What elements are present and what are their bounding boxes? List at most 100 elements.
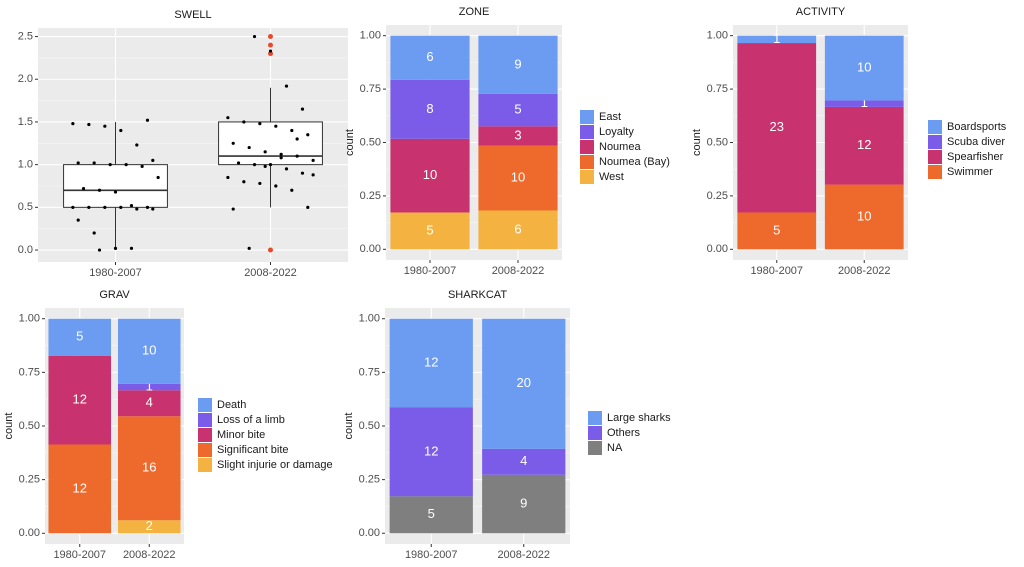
value-label: 8: [426, 101, 433, 116]
point: [87, 205, 91, 209]
bar-segment: [390, 35, 470, 80]
bar-segment: [478, 210, 558, 250]
panel-title: ACTIVITY: [796, 6, 846, 18]
legend-label: Slight injurie or damage: [217, 459, 333, 471]
value-label: 9: [520, 495, 527, 510]
point: [242, 120, 246, 124]
bar-segment: [478, 145, 558, 211]
value-label: 10: [857, 208, 871, 223]
x-tick-label: 1980-2007: [750, 265, 803, 277]
legend-swatch: [198, 458, 212, 472]
y-tick-label: 0.75: [360, 83, 381, 95]
value-label: 1: [773, 31, 780, 46]
x-tick-label: 2008-2022: [497, 549, 550, 561]
bar-segment: [824, 184, 904, 250]
y-tick-label: 0.50: [19, 420, 40, 432]
point: [258, 181, 262, 186]
value-label: 20: [517, 375, 531, 390]
value-label: 23: [770, 119, 784, 134]
y-tick-label: 0.75: [359, 366, 380, 378]
point: [226, 116, 230, 120]
bar-segment: [117, 390, 181, 417]
legend-swatch: [198, 443, 212, 457]
legend-label: Others: [607, 427, 641, 439]
point: [145, 118, 150, 122]
bar-segment: [117, 383, 181, 391]
y-tick-label: 0.25: [359, 474, 380, 486]
point: [268, 163, 273, 167]
point: [71, 122, 75, 126]
box: [63, 164, 168, 208]
point: [252, 163, 257, 167]
bar-segment: [117, 416, 181, 521]
panel-title: SHARKCAT: [448, 289, 507, 301]
value-label: 5: [426, 222, 433, 237]
legend-label: East: [599, 111, 621, 123]
bar-segment: [117, 520, 181, 534]
point: [290, 188, 294, 192]
point: [151, 158, 155, 162]
point: [231, 207, 235, 211]
outlier: [268, 34, 273, 40]
legend-swatch: [588, 411, 602, 425]
y-tick-label: 2.5: [18, 30, 33, 42]
point: [119, 205, 123, 209]
legend-label: Noumea: [599, 141, 641, 153]
point: [119, 128, 123, 133]
bar-segment: [737, 212, 817, 250]
value-label: 1: [146, 378, 153, 393]
point: [311, 173, 315, 177]
legend-label: Significant bite: [217, 444, 289, 456]
panel-title: ZONE: [459, 6, 490, 18]
outlier: [268, 247, 273, 253]
value-label: 5: [514, 102, 521, 117]
y-axis-label: count: [344, 129, 356, 156]
bar-segment: [390, 79, 470, 139]
point: [76, 161, 80, 165]
point: [306, 133, 310, 137]
value-label: 5: [76, 329, 83, 344]
y-tick-label: 1.0: [18, 159, 33, 171]
bar-segment: [737, 35, 817, 44]
x-tick-label: 1980-2007: [53, 549, 106, 561]
bar-segment: [482, 318, 566, 449]
y-tick-label: 0.00: [707, 243, 728, 255]
outlier: [268, 42, 273, 48]
point: [284, 84, 289, 88]
y-tick-label: 1.00: [19, 313, 40, 325]
value-label: 12: [424, 355, 438, 370]
y-tick-label: 0.50: [360, 136, 381, 148]
value-label: 9: [514, 56, 521, 71]
x-tick-label: 2008-2022: [244, 267, 297, 279]
bar-segment: [478, 35, 558, 94]
y-tick-label: 0.5: [18, 201, 33, 213]
point: [300, 171, 305, 175]
x-tick-label: 2008-2022: [123, 549, 176, 561]
point: [279, 152, 283, 156]
bar-segment: [737, 43, 817, 213]
legend-swatch: [198, 428, 212, 442]
point: [129, 246, 134, 250]
x-tick-label: 2008-2022: [492, 265, 545, 277]
value-label: 5: [428, 506, 435, 521]
point: [81, 186, 86, 191]
point: [113, 190, 118, 194]
outlier: [268, 51, 273, 57]
legend-swatch: [928, 120, 942, 134]
value-label: 6: [426, 49, 433, 64]
point: [295, 154, 299, 158]
bar-segment: [48, 318, 112, 356]
y-tick-label: 0.75: [19, 366, 40, 378]
point: [258, 122, 262, 126]
legend-swatch: [580, 170, 594, 184]
legend-swatch: [580, 110, 594, 124]
point: [311, 158, 315, 162]
x-tick-label: 2008-2022: [838, 265, 891, 277]
bar-segment: [390, 138, 470, 213]
point: [284, 167, 289, 171]
box: [218, 121, 323, 166]
point: [236, 161, 241, 165]
point: [279, 156, 283, 160]
value-label: 10: [423, 167, 437, 182]
y-tick-label: 1.00: [359, 313, 380, 325]
